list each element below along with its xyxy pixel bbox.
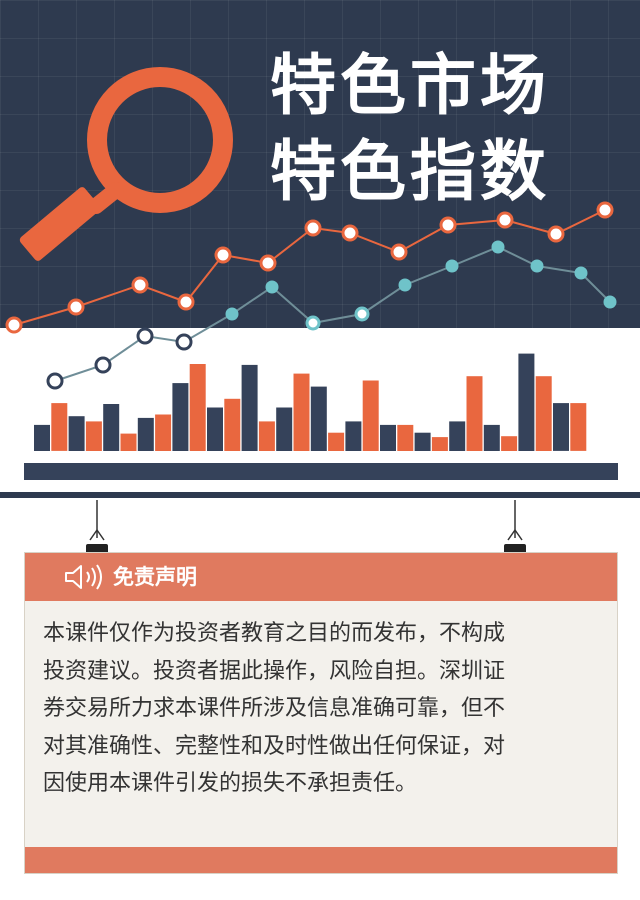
disclaimer-panel: 免责声明 本课件仅作为投资者教育之目的而发布，不构成 投资建议。投资者据此操作，… <box>24 552 618 874</box>
bar <box>137 417 154 451</box>
orange-line-markers <box>5 201 614 334</box>
disclaimer-title: 免责声明 <box>113 565 197 589</box>
bar <box>172 383 189 451</box>
disclaimer-line: 投资建议。投资者据此操作，风险自担。深圳证 <box>43 658 506 684</box>
teal-line-markers-dark <box>225 240 617 321</box>
bar-series <box>34 353 587 451</box>
bar <box>258 421 275 451</box>
banner-title-line-1: 特色市场 <box>270 47 550 124</box>
bar <box>535 376 552 451</box>
bar <box>570 403 587 451</box>
teal-line-markers <box>46 327 193 390</box>
disclaimer-text: 本课件仅作为投资者教育之目的而发布，不构成 投资建议。投资者据此操作，风险自担。… <box>43 615 603 803</box>
bar <box>362 380 379 451</box>
bar <box>85 421 102 451</box>
bar <box>34 424 50 451</box>
bar <box>501 436 518 451</box>
bar <box>224 398 241 451</box>
disclaimer-line: 券交易所力求本课件所涉及信息准确可靠，但不 <box>43 696 506 721</box>
bar <box>328 432 345 451</box>
bar <box>51 403 68 451</box>
bar <box>120 433 137 451</box>
bar <box>518 353 535 451</box>
bar <box>449 421 466 451</box>
bar <box>380 424 396 451</box>
magnifying-glass-icon <box>19 67 233 261</box>
bar <box>345 421 362 451</box>
disclaimer-header: 免责声明 <box>25 553 617 601</box>
teal-line-markers-white <box>305 306 370 331</box>
bar <box>241 364 258 451</box>
chart-baseline <box>24 463 618 480</box>
bar <box>189 364 206 451</box>
bar <box>466 376 483 451</box>
speaker-icon <box>65 564 102 590</box>
bar <box>483 424 500 451</box>
bar <box>414 432 431 451</box>
bar <box>103 404 120 451</box>
bar <box>431 437 448 451</box>
bar <box>68 416 85 451</box>
bar <box>310 386 327 451</box>
banner-title-line-2: 特色指数 <box>270 133 550 210</box>
bar <box>276 407 293 451</box>
bar <box>293 373 310 451</box>
hero-banner <box>0 0 640 328</box>
bar <box>553 403 569 451</box>
bar <box>397 424 414 451</box>
disclaimer-line: 对其准确性、完整性和及时性做出任何保证，对 <box>43 733 506 759</box>
disclaimer-line: 本课件仅作为投资者教育之目的而发布，不构成 <box>43 621 506 646</box>
bar <box>155 414 172 451</box>
disclaimer-line: 因使用本课件引发的损失不承担责任。 <box>43 771 418 796</box>
bar <box>207 407 223 451</box>
divider-line <box>0 492 640 498</box>
decorative-chart <box>0 67 640 498</box>
disclaimer-footer <box>25 847 617 873</box>
